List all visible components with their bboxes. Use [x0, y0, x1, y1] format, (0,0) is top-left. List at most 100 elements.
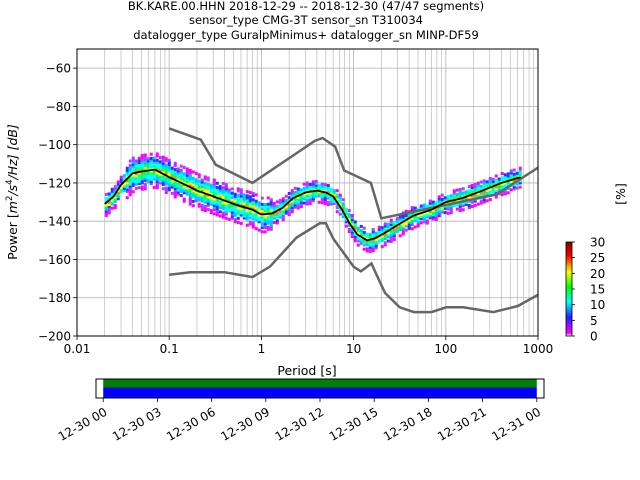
pdf-cell — [233, 192, 237, 196]
pdf-cell — [215, 192, 219, 196]
pdf-cell — [206, 182, 210, 186]
pdf-cell — [371, 238, 375, 242]
pdf-cell — [161, 168, 165, 172]
pdf-cell — [434, 207, 438, 211]
pdf-cell — [341, 215, 345, 219]
pdf-cell — [401, 213, 405, 217]
pdf-cell — [329, 187, 333, 191]
pdf-cell — [233, 207, 237, 211]
colorbar-tick-label: 5 — [590, 314, 598, 328]
pdf-cell — [116, 184, 120, 188]
pdf-cell — [440, 208, 444, 212]
pdf-cell — [494, 174, 498, 178]
pdf-cell — [503, 190, 507, 194]
pdf-cell — [383, 241, 387, 245]
pdf-cell — [488, 189, 492, 193]
pdf-cell — [128, 159, 132, 163]
pdf-cell — [500, 176, 504, 180]
pdf-cell — [416, 222, 420, 226]
pdf-cell — [452, 199, 456, 203]
pdf-cell — [236, 216, 240, 220]
pdf-cell — [278, 205, 282, 209]
pdf-cell — [158, 181, 162, 185]
pdf-cell — [104, 209, 108, 213]
pdf-cell — [380, 245, 384, 249]
pdf-cell — [293, 203, 297, 207]
pdf-cell — [248, 197, 252, 201]
colorbar-tick-label: 25 — [590, 251, 605, 265]
pdf-cell — [353, 224, 357, 228]
pdf-cell — [428, 199, 432, 203]
pdf-cell — [110, 198, 114, 202]
pdf-cell — [491, 182, 495, 186]
pdf-cell — [221, 192, 225, 196]
pdf-cell — [248, 201, 252, 205]
pdf-cell — [170, 179, 174, 183]
pdf-cell — [146, 165, 150, 169]
pdf-cell — [242, 210, 246, 214]
pdf-cell — [143, 164, 147, 168]
pdf-cell — [326, 184, 330, 188]
pdf-cell — [251, 198, 255, 202]
pdf-cell — [197, 192, 201, 196]
pdf-cell — [224, 193, 228, 197]
pdf-cell — [260, 226, 264, 230]
pdf-cell — [266, 206, 270, 210]
pdf-cell — [470, 188, 474, 192]
pdf-cell — [278, 211, 282, 215]
pdf-cell — [311, 199, 315, 203]
pdf-cell — [281, 209, 285, 213]
pdf-cell — [218, 214, 222, 218]
pdf-cell — [185, 169, 189, 173]
pdf-cell — [239, 188, 243, 192]
pdf-cell — [419, 215, 423, 219]
pdf-cell — [128, 186, 132, 190]
pdf-cell — [149, 161, 153, 165]
pdf-cell — [422, 216, 426, 220]
pdf-cell — [116, 182, 120, 186]
pdf-cell — [113, 206, 117, 210]
pdf-cell — [305, 183, 309, 187]
pdf-cell — [224, 208, 228, 212]
pdf-cell — [497, 179, 501, 183]
pdf-cell — [122, 176, 126, 180]
pdf-cell — [143, 153, 147, 157]
pdf-cell — [305, 198, 309, 202]
pdf-cell — [401, 226, 405, 230]
pdf-cell — [173, 161, 177, 165]
pdf-cell — [194, 178, 198, 182]
pdf-cell — [320, 186, 324, 190]
pdf-cell — [368, 243, 372, 247]
pdf-cell — [251, 191, 255, 195]
pdf-cell — [260, 205, 264, 209]
pdf-cell — [257, 201, 261, 205]
pdf-cell — [248, 199, 252, 203]
pdf-cell — [137, 160, 141, 164]
pdf-cell — [197, 188, 201, 192]
pdf-cell — [434, 211, 438, 215]
pdf-cell — [224, 197, 228, 201]
pdf-cell — [443, 198, 447, 202]
pdf-cell — [383, 232, 387, 236]
pdf-cell — [131, 173, 135, 177]
pdf-cell — [176, 171, 180, 175]
pdf-cell — [194, 192, 198, 196]
pdf-cell — [437, 212, 441, 216]
date-axis-ticks: 12-30 00 12-30 03 12-30 06 12-30 09 12-30 12… — [56, 398, 543, 444]
pdf-cell — [395, 225, 399, 229]
colorbar-tick-label: 20 — [590, 267, 605, 281]
pdf-cell — [209, 188, 213, 192]
pdf-cell — [494, 195, 498, 199]
pdf-cell — [236, 199, 240, 203]
pdf-cell — [179, 189, 183, 193]
pdf-cell — [272, 216, 276, 220]
pdf-cell — [191, 178, 195, 182]
pdf-cell — [452, 204, 456, 208]
pdf-cell — [473, 186, 477, 190]
pdf-cell — [329, 196, 333, 200]
pdf-cell — [104, 203, 108, 207]
pdf-cell — [269, 208, 273, 212]
pdf-cell — [155, 152, 159, 156]
date-tick-label: 12-30 18 — [381, 405, 435, 444]
pdf-cell — [251, 204, 255, 208]
